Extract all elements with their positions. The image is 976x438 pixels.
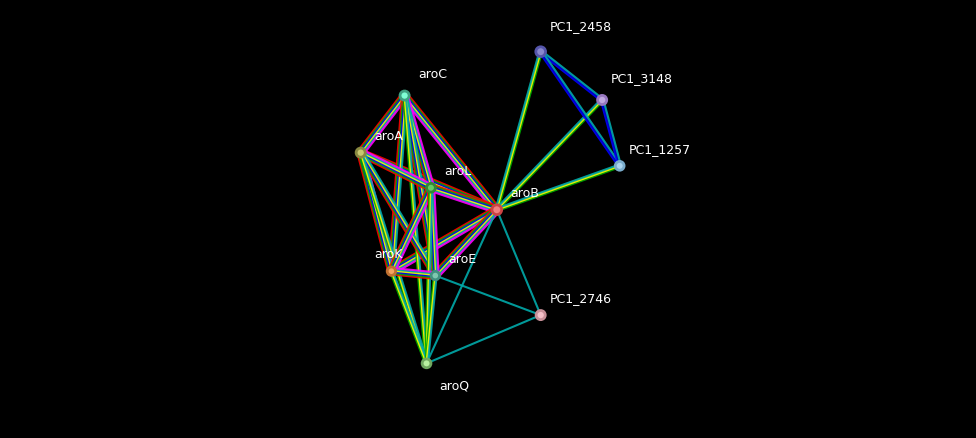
Text: aroQ: aroQ xyxy=(440,379,469,392)
Text: aroA: aroA xyxy=(374,129,403,142)
Text: aroB: aroB xyxy=(509,186,539,199)
Circle shape xyxy=(492,205,502,215)
Text: aroC: aroC xyxy=(418,68,447,81)
Text: aroE: aroE xyxy=(449,252,476,265)
Circle shape xyxy=(356,149,365,158)
Text: PC1_2458: PC1_2458 xyxy=(549,20,612,33)
Circle shape xyxy=(400,92,409,101)
Text: PC1_3148: PC1_3148 xyxy=(611,72,672,85)
Circle shape xyxy=(431,272,439,280)
Text: PC1_1257: PC1_1257 xyxy=(629,142,691,155)
Circle shape xyxy=(536,48,546,57)
Circle shape xyxy=(387,267,395,276)
Circle shape xyxy=(597,96,607,105)
Text: aroK: aroK xyxy=(374,247,402,261)
Circle shape xyxy=(427,184,435,193)
Circle shape xyxy=(536,311,546,320)
Circle shape xyxy=(615,162,624,171)
Text: PC1_2746: PC1_2746 xyxy=(549,291,611,304)
Text: aroL: aroL xyxy=(444,164,471,177)
Circle shape xyxy=(423,359,431,368)
